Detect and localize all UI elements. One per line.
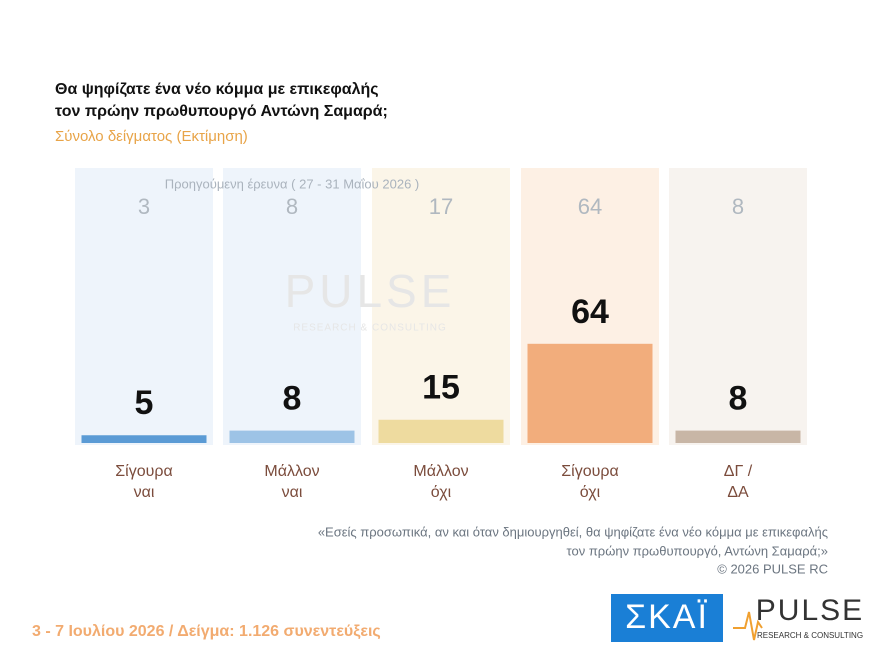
- skai-logo: [611, 594, 723, 642]
- value-label: 64: [571, 293, 609, 331]
- category-label: ΔΓ /: [724, 463, 753, 480]
- pulse-logo-icon: [733, 611, 763, 641]
- bar: [81, 435, 207, 443]
- category-label: όχι: [580, 484, 601, 501]
- bar: [378, 419, 504, 443]
- bar: [675, 430, 801, 443]
- value-label: 8: [283, 380, 302, 418]
- column-background: [669, 168, 807, 445]
- previous-value: 64: [578, 194, 602, 219]
- previous-value: 8: [286, 194, 298, 219]
- category-label: ΔΑ: [727, 484, 749, 501]
- footer: 3 - 7 Ιουλίου 2026 / Δείγμα: 1.126 συνεν…: [32, 623, 381, 640]
- category-label: όχι: [431, 484, 452, 501]
- title-line: τον πρώην πρωθυπουργό Αντώνη Σαμαρά;: [55, 103, 388, 120]
- category-label: Σίγουρα: [561, 463, 618, 480]
- bar: [527, 343, 653, 443]
- column-background: [223, 168, 361, 445]
- category-label: Μάλλον: [413, 463, 468, 480]
- category-label: ναι: [134, 484, 155, 501]
- skai-logo-text: ΣΚΑΪ: [625, 598, 709, 636]
- question-note: τον πρώην πρωθυπουργό, Αντώνη Σαμαρά;»: [567, 543, 828, 558]
- value-label: 5: [135, 384, 154, 422]
- subtitle: Σύνολο δείγματος (Εκτίμηση): [55, 128, 248, 145]
- bar: [229, 430, 355, 443]
- previous-value: 3: [138, 194, 150, 219]
- previous-value: 17: [429, 194, 453, 219]
- watermark-tagline: RESEARCH & CONSULTING: [293, 323, 447, 334]
- category-label: Σίγουρα: [115, 463, 172, 480]
- column-background: [75, 168, 213, 445]
- value-label: 8: [729, 380, 748, 418]
- pulse-logo: PULSE: [756, 594, 864, 627]
- pulse-logo-tagline: RESEARCH & CONSULTING: [757, 631, 863, 640]
- column-background: [372, 168, 510, 445]
- previous-survey-label: Προηγούμενη έρευνα ( 27 - 31 Μαΐου 2026 …: [165, 176, 420, 191]
- category-label: Μάλλον: [264, 463, 319, 480]
- copyright: © 2026 PULSE RC: [717, 561, 828, 576]
- question-note: «Εσείς προσωπικά, αν και όταν δημιουργηθ…: [318, 524, 828, 539]
- watermark: PULSE: [285, 265, 456, 317]
- value-label: 15: [422, 369, 460, 407]
- previous-value: 8: [732, 194, 744, 219]
- title-line: Θα ψηφίζατε ένα νέο κόμμα με επικεφαλής: [55, 81, 379, 98]
- category-label: ναι: [282, 484, 303, 501]
